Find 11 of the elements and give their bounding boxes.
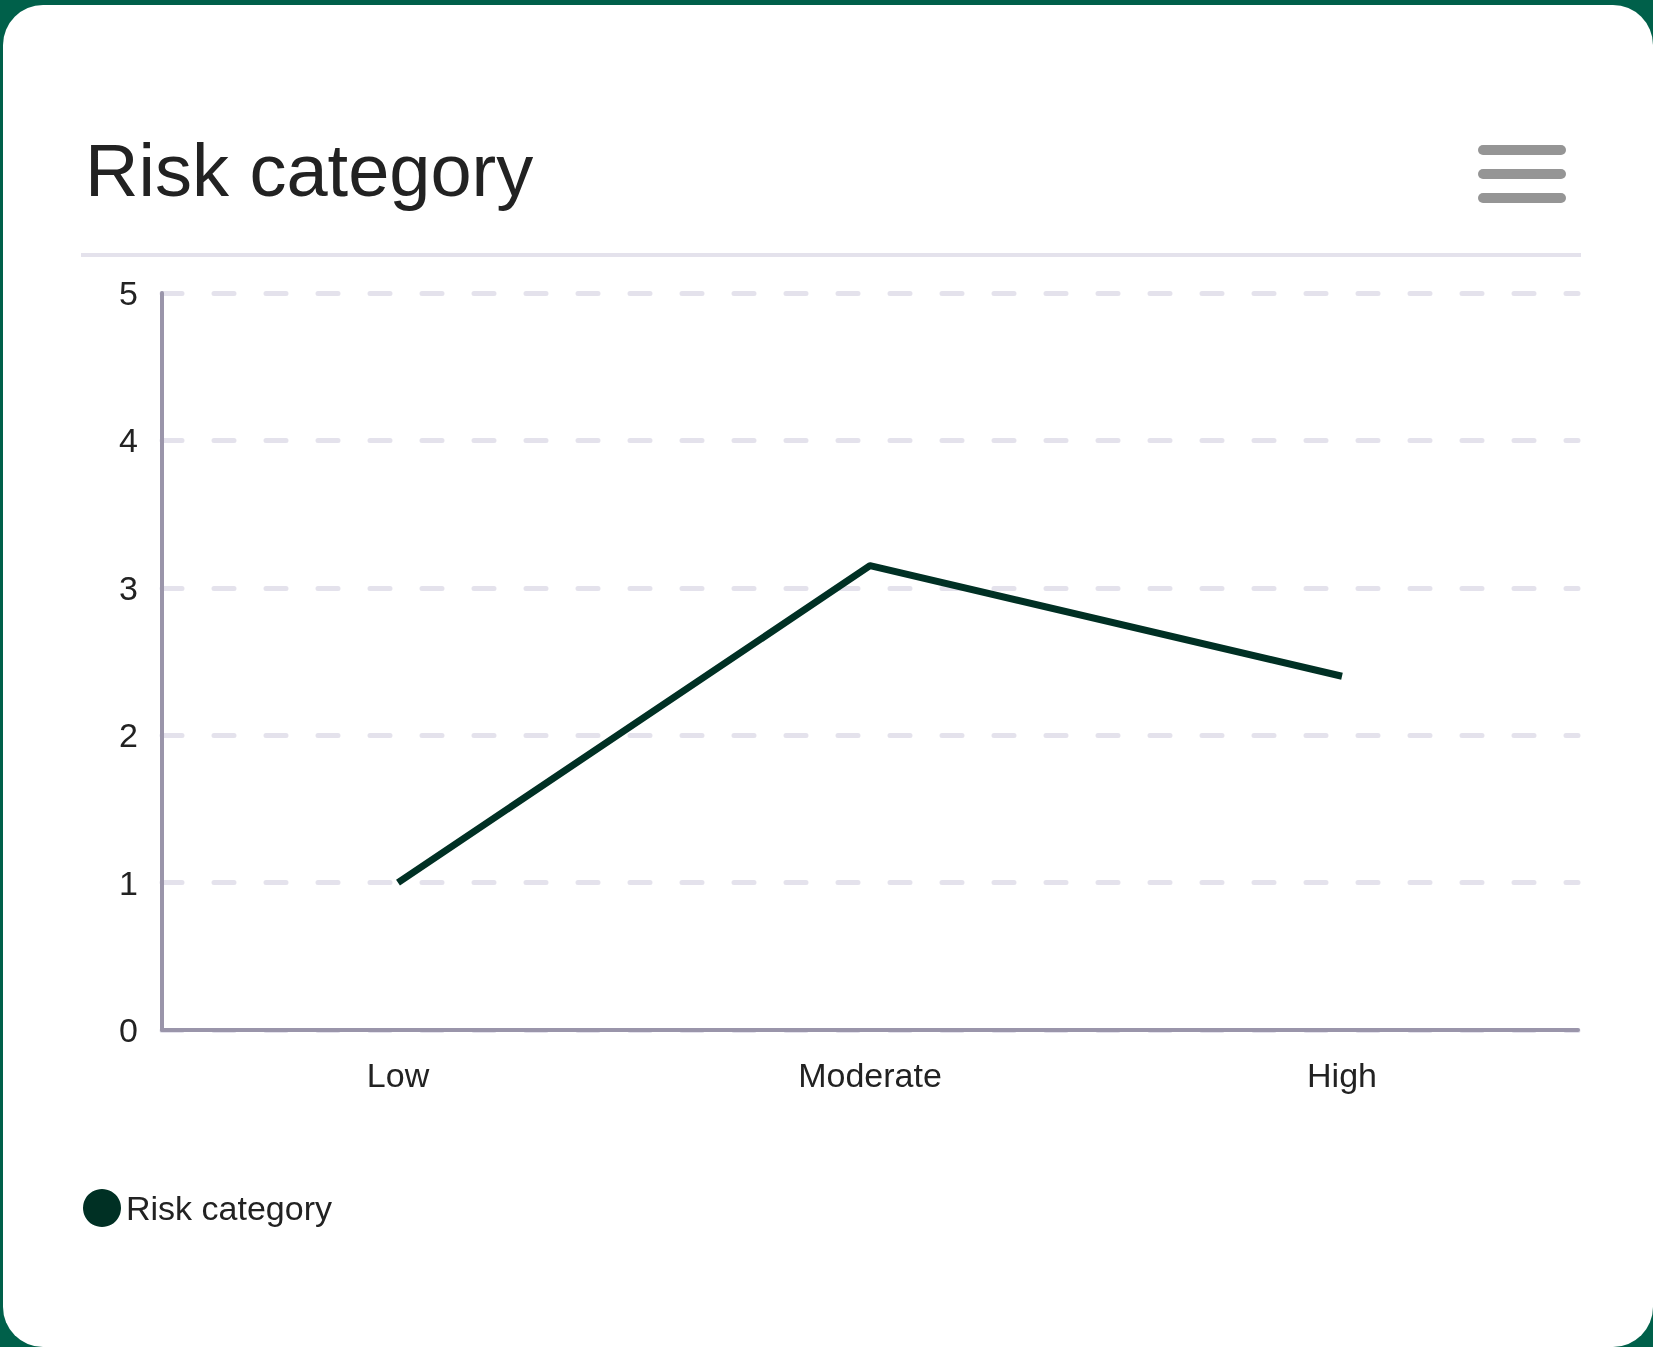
x-tick-label: Moderate <box>798 1056 942 1094</box>
y-tick-label: 4 <box>119 421 138 460</box>
x-tick-label: Low <box>366 1056 430 1094</box>
y-tick-label: 0 <box>119 1011 138 1049</box>
x-tick-label: High <box>1307 1056 1377 1094</box>
y-tick-label: 5 <box>119 274 138 312</box>
chart-title: Risk category <box>85 128 534 212</box>
y-tick-label: 1 <box>119 863 138 902</box>
y-tick-label: 3 <box>119 568 138 607</box>
legend-label: Risk category <box>126 1189 332 1227</box>
y-tick-label: 2 <box>119 716 138 755</box>
